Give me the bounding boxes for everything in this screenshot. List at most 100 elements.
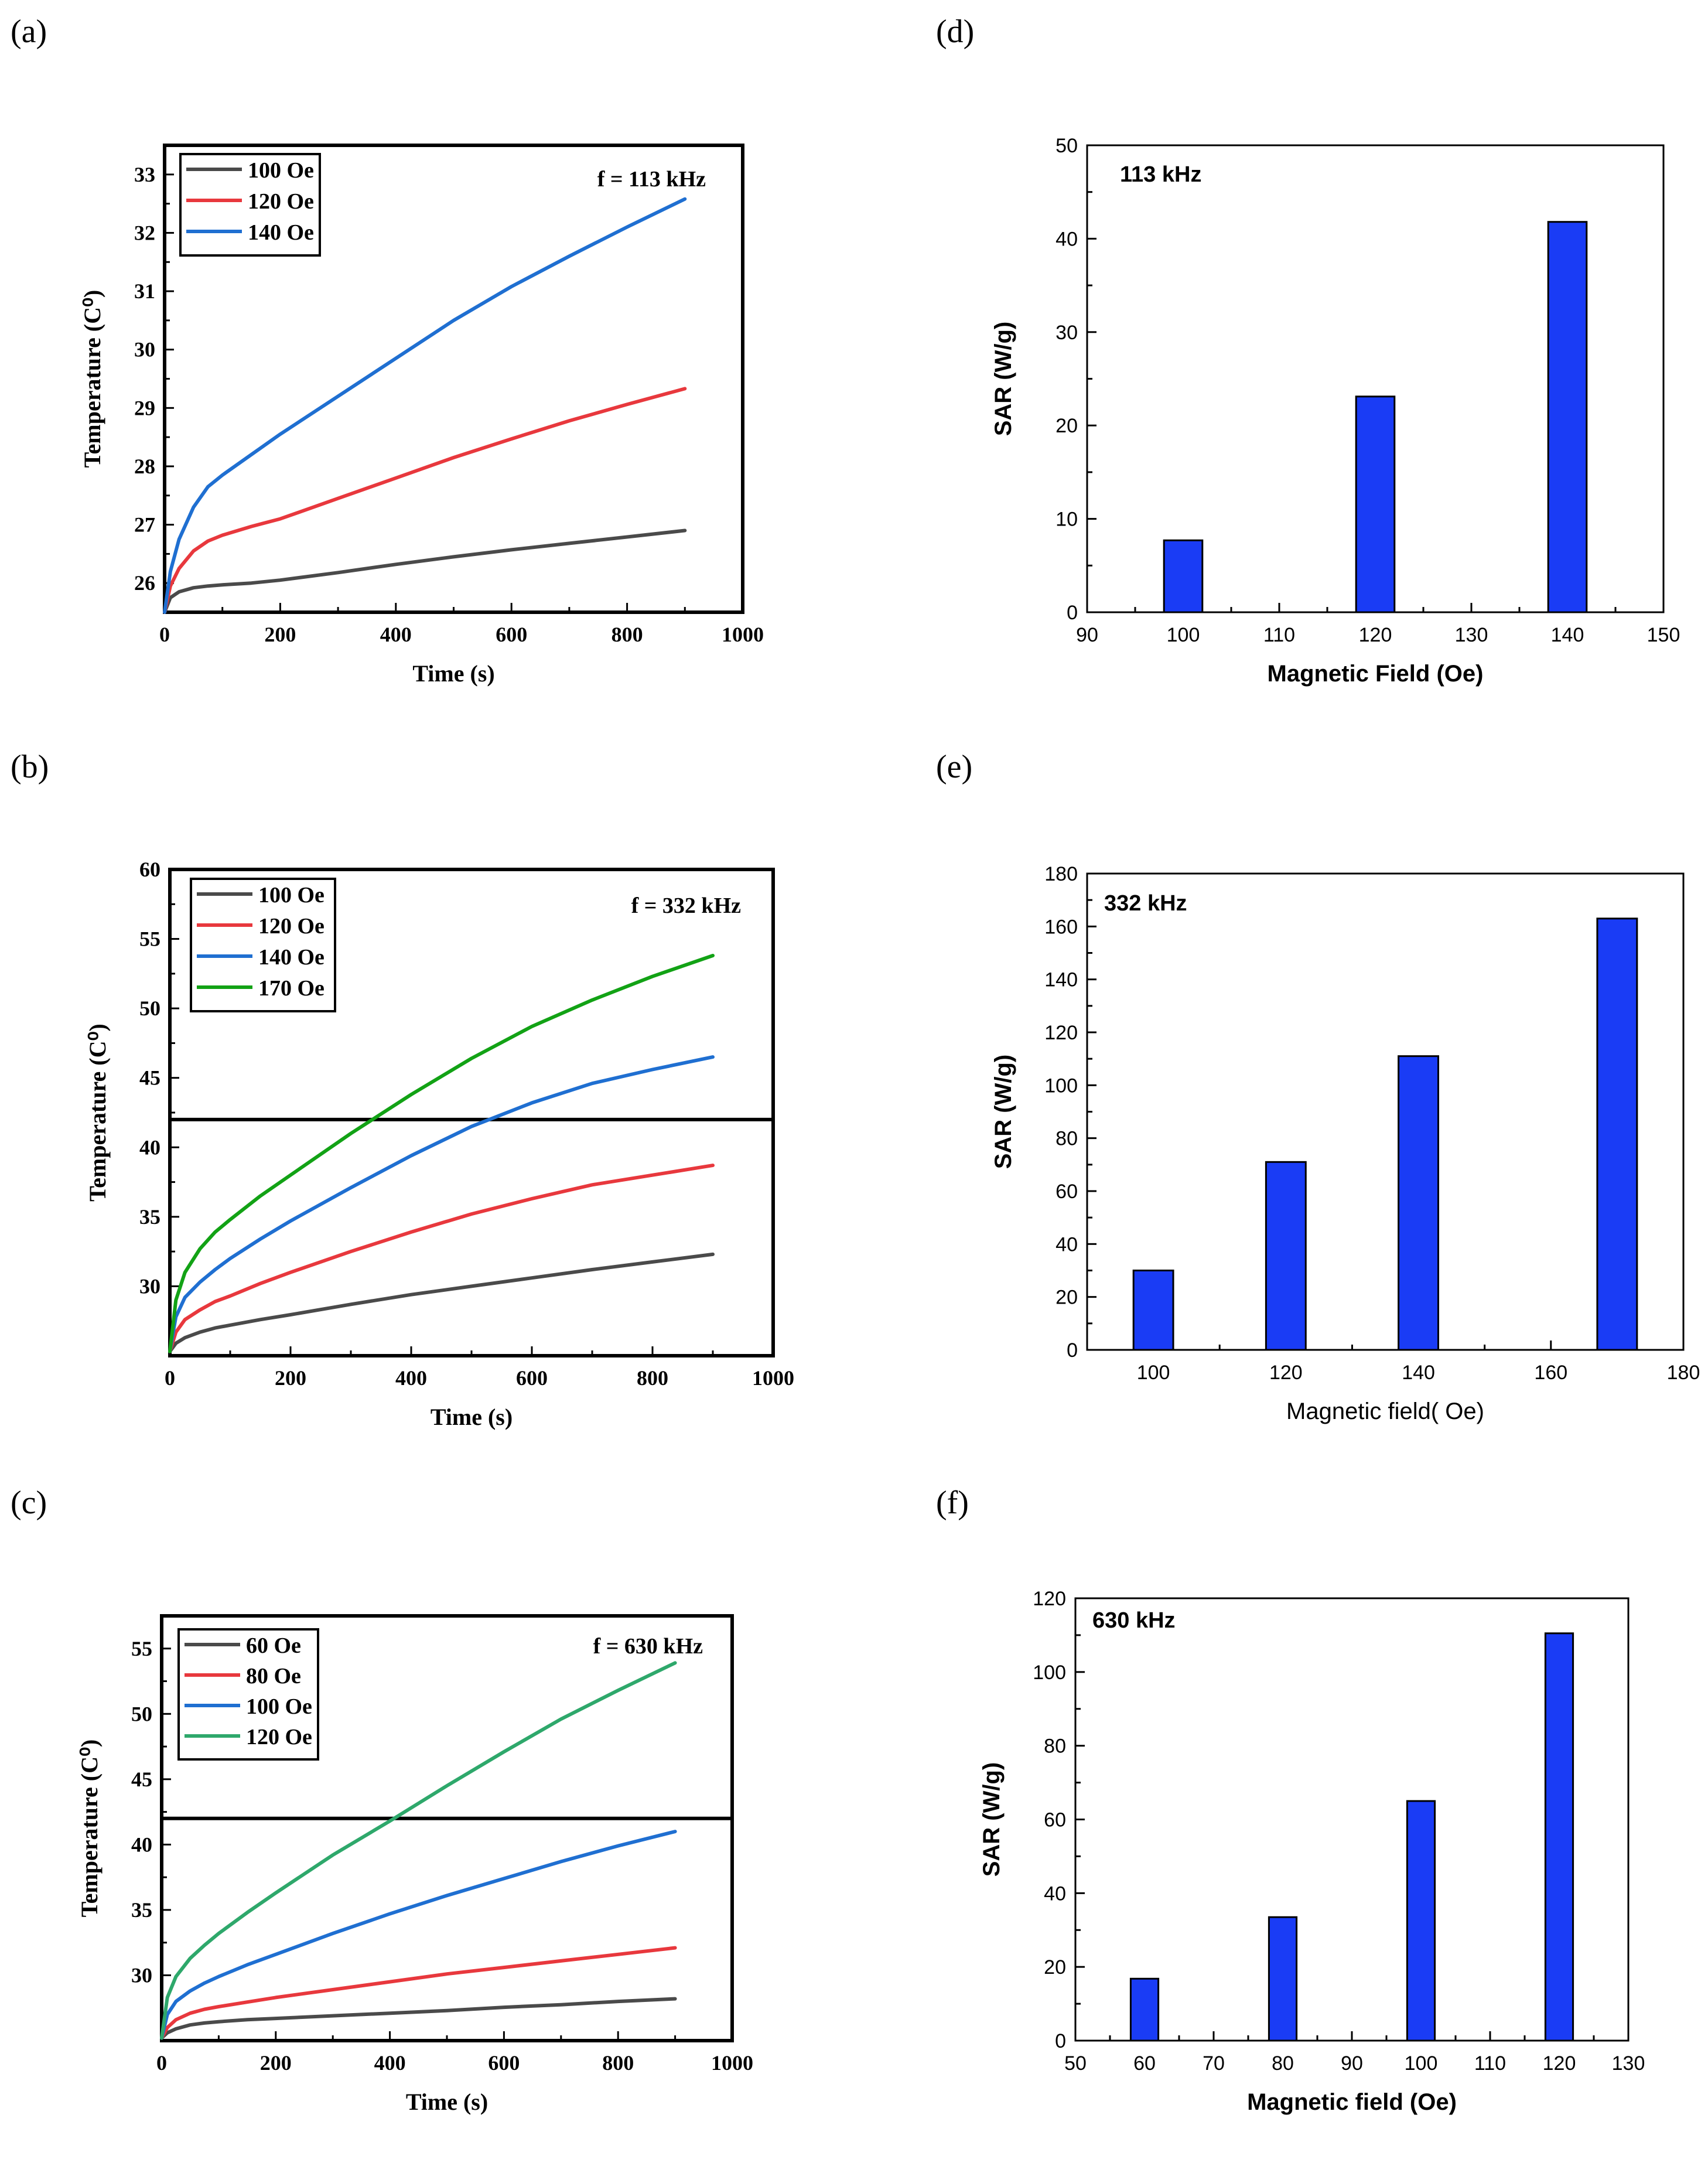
chart-a: 0 200 400 600 800 1000 26 27 28 29 30 31 32 33 Time (s…	[79, 144, 764, 687]
x-tick-label: 800	[637, 1366, 668, 1390]
x-tick-label: 600	[488, 2051, 520, 2075]
y-tick-label: 160	[1044, 916, 1078, 938]
bar-100	[1132, 1270, 1174, 1351]
x-tick-label: 0	[159, 623, 170, 646]
legend-label: 170 Oe	[258, 976, 324, 1001]
y-tick-label: 33	[134, 163, 155, 186]
legend-label: 140 Oe	[258, 945, 324, 970]
y-tick-label: 10	[1055, 509, 1078, 531]
x-tick-label: 130	[1612, 2052, 1645, 2075]
legend-box	[190, 878, 336, 1012]
x-tick-label: 800	[602, 2051, 634, 2075]
x-axis-title: Time (s)	[412, 660, 494, 687]
x-axis-title: Magnetic Field (Oe)	[1268, 661, 1484, 687]
x-tick-label: 200	[260, 2051, 292, 2075]
y-tick-label: 50	[131, 1702, 152, 1725]
y-tick-label: 100	[1033, 1662, 1066, 1684]
x-tick-label: 120	[1359, 624, 1392, 646]
y-tick-label: 40	[1044, 1882, 1066, 1905]
x-axis-title: Magnetic field (Oe)	[1247, 2089, 1457, 2115]
panel-label-f: (f)	[936, 1485, 969, 1521]
x-tick-label: 110	[1474, 2052, 1506, 2075]
y-tick-label: 55	[131, 1637, 152, 1660]
y-axis-title: Temperature (C⁰)	[76, 1739, 103, 1918]
x-tick-label: 80	[1272, 2052, 1294, 2075]
y-tick-label: 30	[139, 1274, 160, 1298]
y-tick-label: 120	[1033, 1588, 1066, 1610]
y-tick-label: 40	[139, 1135, 160, 1159]
x-tick-label: 400	[380, 623, 412, 646]
frequency-annotation: 630 kHz	[1092, 1608, 1176, 1633]
x-tick-label: 1000	[711, 2051, 753, 2075]
frequency-annotation: 332 kHz	[1104, 891, 1187, 916]
chart-e: 100 120 140 160 180 0 20 40 60 80 100 120 140 160 180 M…	[990, 863, 1700, 1424]
y-tick-label: 40	[1055, 1233, 1078, 1256]
y-axis-title: Temperature (C⁰)	[84, 1024, 111, 1202]
bar-170	[1596, 917, 1638, 1351]
x-tick-label: 60	[1133, 2052, 1156, 2075]
y-tick-label: 60	[1044, 1809, 1066, 1831]
y-tick-label: 20	[1055, 415, 1078, 437]
y-axis-title: SAR (W/g)	[979, 1762, 1005, 1877]
chart-d: 90 100 110 120 130 140 150 0 10 20 30 40 50 Magnetic …	[990, 135, 1680, 687]
y-tick-label: 100	[1044, 1075, 1078, 1097]
series-line-140-oe	[163, 197, 687, 614]
x-tick-label: 100	[1405, 2052, 1438, 2075]
series-line-140-oe	[168, 1055, 715, 1353]
legend-label: 120 Oe	[258, 914, 324, 939]
y-tick-label: 60	[139, 858, 160, 881]
x-tick-label: 160	[1534, 1362, 1567, 1384]
x-tick-label: 400	[395, 1366, 427, 1390]
y-tick-label: 35	[131, 1898, 152, 1922]
bar-140	[1547, 221, 1588, 613]
frequency-annotation: f = 630 kHz	[593, 1634, 703, 1659]
legend-label: 100 Oe	[258, 883, 324, 908]
y-tick-label: 50	[139, 997, 160, 1020]
series-line-80-oe	[160, 1946, 677, 2040]
x-tick-label: 140	[1402, 1362, 1435, 1384]
x-tick-label: 90	[1076, 624, 1098, 646]
legend-label: 100 Oe	[248, 158, 314, 183]
y-tick-label: 29	[134, 396, 155, 419]
bar-100	[1406, 1800, 1436, 2042]
x-tick-label: 180	[1667, 1362, 1700, 1384]
y-tick-label: 32	[134, 221, 155, 244]
x-tick-label: 110	[1263, 624, 1295, 646]
x-tick-label: 120	[1543, 2052, 1576, 2075]
y-tick-label: 45	[139, 1066, 160, 1090]
chart-b: 0 200 400 600 800 1000 30 35 40 45 50 55 60 Time (s) T…	[84, 858, 794, 1430]
x-axis-title: Magnetic field( Oe)	[1286, 1398, 1484, 1424]
y-tick-label: 0	[1067, 602, 1078, 624]
bar-60	[1129, 1977, 1160, 2042]
bar-100	[1163, 539, 1204, 613]
series-line-170-oe	[168, 954, 715, 1353]
plot-frame	[1086, 872, 1685, 1351]
bar-120	[1355, 395, 1396, 613]
x-tick-label: 70	[1203, 2052, 1225, 2075]
frequency-annotation: f = 332 kHz	[631, 893, 741, 918]
series-line-100-oe	[163, 528, 687, 614]
series-line-100-oe	[168, 1252, 715, 1353]
frequency-annotation: 113 kHz	[1120, 162, 1201, 187]
x-tick-label: 600	[496, 623, 527, 646]
legend-label: 120 Oe	[246, 1725, 312, 1749]
bar-80	[1268, 1916, 1298, 2042]
y-tick-label: 30	[1055, 322, 1078, 344]
series-line-100-oe	[160, 1830, 677, 2040]
x-tick-label: 1000	[752, 1366, 794, 1390]
y-tick-label: 30	[131, 1963, 152, 1987]
panel-label-d: (d)	[936, 13, 974, 50]
y-tick-label: 28	[134, 455, 155, 478]
x-tick-label: 600	[516, 1366, 548, 1390]
y-tick-label: 120	[1044, 1022, 1078, 1044]
series-line-60-oe	[160, 1997, 677, 2040]
x-axis-title: Time (s)	[406, 2089, 488, 2115]
x-axis-title: Time (s)	[431, 1404, 513, 1430]
panel-label-e: (e)	[936, 749, 972, 785]
y-tick-label: 140	[1044, 969, 1078, 991]
x-tick-label: 800	[612, 623, 643, 646]
y-tick-label: 31	[134, 279, 155, 303]
y-tick-label: 0	[1055, 2030, 1066, 2052]
x-tick-label: 400	[374, 2051, 406, 2075]
x-tick-label: 200	[275, 1366, 306, 1390]
